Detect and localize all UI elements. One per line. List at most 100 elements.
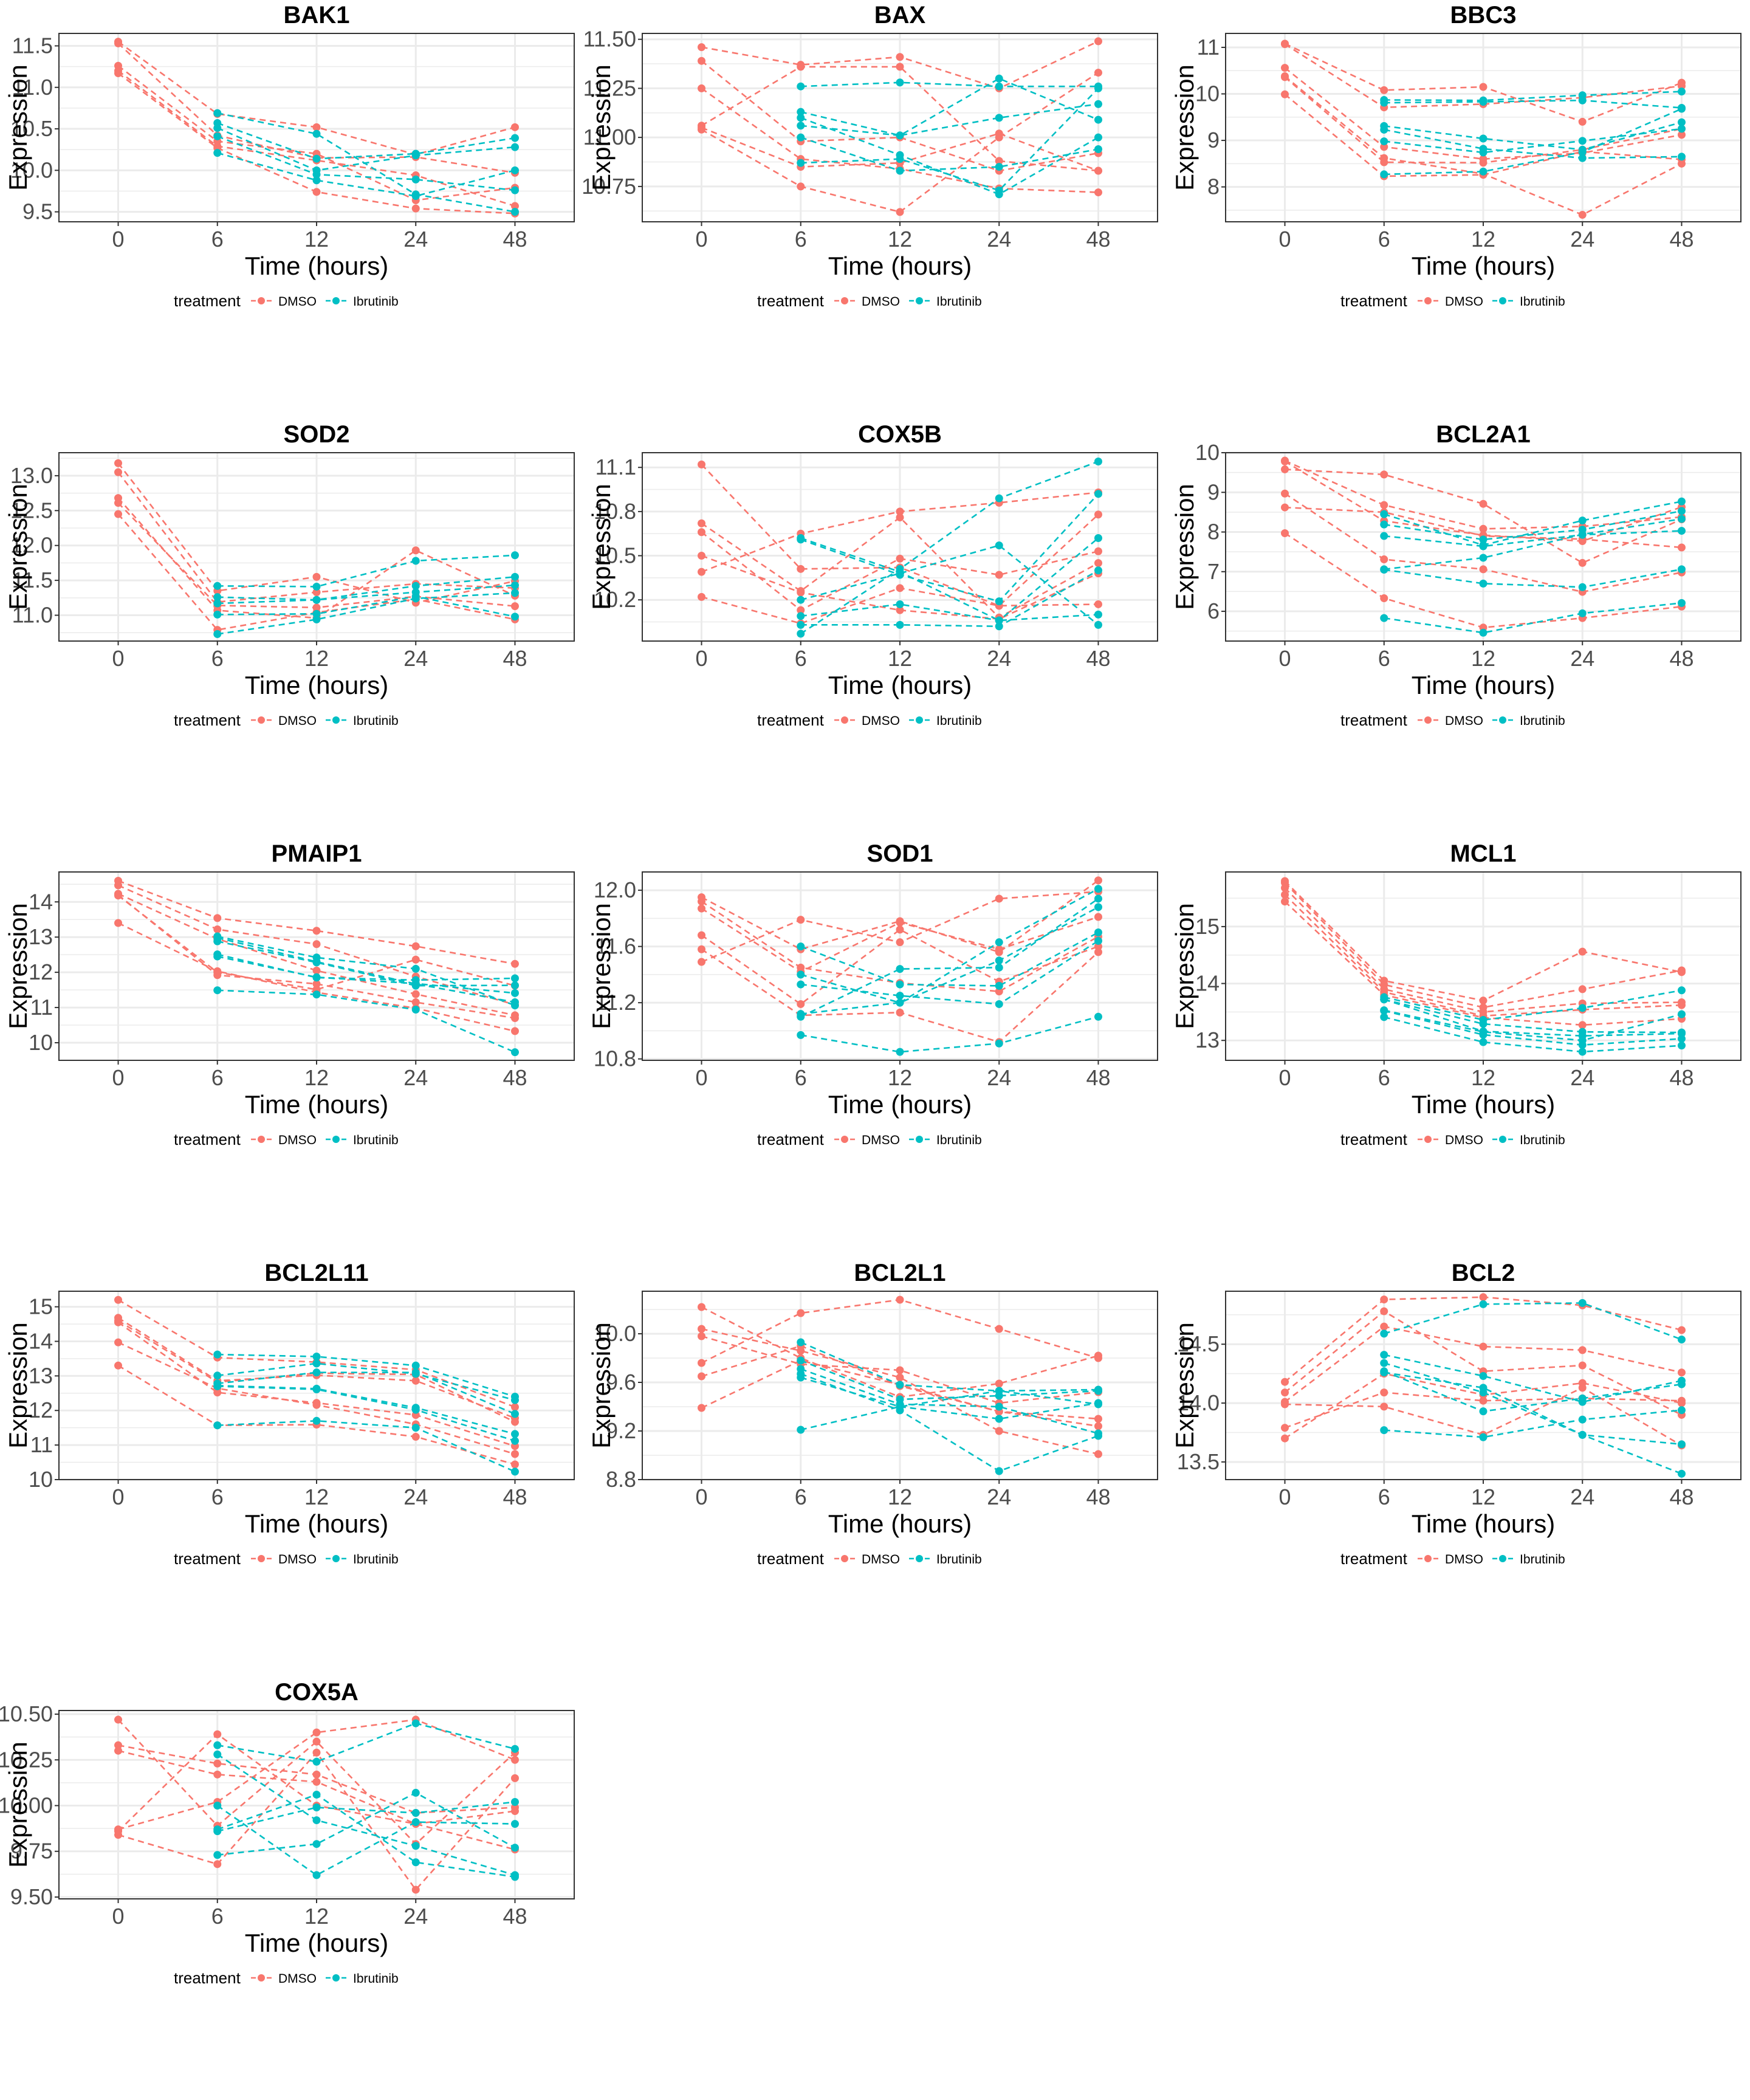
series-line-ibrutinib xyxy=(217,576,515,601)
data-point-ibrutinib xyxy=(896,78,904,87)
data-point-dmso xyxy=(698,931,706,939)
series-line-ibrutinib xyxy=(217,1794,515,1878)
legend-label-dmso: DMSO xyxy=(862,1553,900,1566)
data-point-ibrutinib xyxy=(896,1381,904,1389)
series-line-ibrutinib xyxy=(1384,129,1682,159)
legend-label-dmso: DMSO xyxy=(862,714,900,728)
data-point-ibrutinib xyxy=(411,1405,420,1414)
data-point-dmso xyxy=(1380,1307,1388,1316)
data-point-dmso xyxy=(1094,37,1102,46)
data-point-dmso xyxy=(1578,985,1587,993)
data-point-ibrutinib xyxy=(213,132,222,140)
chart-svg: SOD2 11.0 11.5 12.0 12.5 13.0 0 6 12 24 48 Time (ho… xyxy=(4,421,575,729)
data-point-ibrutinib xyxy=(312,958,321,966)
data-point-ibrutinib xyxy=(1578,1032,1587,1040)
x-tick-label: 24 xyxy=(403,1904,428,1929)
data-point-ibrutinib xyxy=(797,1338,805,1347)
data-point-ibrutinib xyxy=(510,208,519,216)
data-point-dmso xyxy=(213,1860,222,1868)
x-tick-label: 6 xyxy=(1378,1484,1390,1509)
data-point-ibrutinib xyxy=(1094,133,1102,142)
data-point-ibrutinib xyxy=(312,615,321,623)
data-point-ibrutinib xyxy=(1094,1387,1102,1395)
series-line-ibrutinib xyxy=(1384,1362,1682,1446)
data-point-dmso xyxy=(411,1432,420,1441)
legend-key-point-dmso xyxy=(258,716,265,724)
data-point-dmso xyxy=(1578,1021,1587,1029)
data-point-dmso xyxy=(312,927,321,935)
y-tick-label: 8 xyxy=(1207,174,1220,199)
chart-svg: BAX 10.75 11.00 11.25 11.50 0 6 12 24 48 Time (hou… xyxy=(583,2,1158,310)
data-point-dmso xyxy=(1479,565,1487,574)
data-point-dmso xyxy=(1281,1400,1289,1409)
x-tick-label: 12 xyxy=(1471,1065,1495,1090)
series-line-ibrutinib xyxy=(800,1376,1099,1420)
x-tick-label: 24 xyxy=(987,1484,1011,1509)
data-point-ibrutinib xyxy=(995,963,1003,972)
data-point-ibrutinib xyxy=(312,1385,321,1394)
data-point-ibrutinib xyxy=(1479,1407,1487,1416)
data-point-dmso xyxy=(1380,1388,1388,1397)
x-axis-label: Time (hours) xyxy=(245,1509,388,1538)
data-point-ibrutinib xyxy=(1677,1029,1686,1038)
data-point-dmso xyxy=(896,606,904,614)
series-line-ibrutinib xyxy=(1384,1010,1682,1046)
data-point-ibrutinib xyxy=(213,933,222,942)
data-point-ibrutinib xyxy=(411,1809,420,1817)
data-point-ibrutinib xyxy=(1094,490,1102,498)
data-point-dmso xyxy=(1578,117,1587,126)
data-point-ibrutinib xyxy=(1380,520,1388,529)
data-point-ibrutinib xyxy=(213,1741,222,1749)
x-tick-label: 24 xyxy=(403,1065,428,1090)
data-point-dmso xyxy=(510,959,519,968)
legend-key-point-ibrutinib xyxy=(916,1136,923,1143)
series-line-dmso xyxy=(117,1719,516,1845)
data-point-ibrutinib xyxy=(1094,1012,1102,1021)
series-line-dmso xyxy=(701,879,1099,953)
series-line-ibrutinib xyxy=(1384,998,1682,1034)
data-point-dmso xyxy=(213,925,222,933)
series-line-ibrutinib xyxy=(1384,91,1682,101)
data-point-ibrutinib xyxy=(510,581,519,589)
data-point-ibrutinib xyxy=(1578,1299,1587,1307)
series-line-ibrutinib xyxy=(1384,602,1682,634)
series-line-ibrutinib xyxy=(800,569,1099,628)
legend-label-ibrutinib: Ibrutinib xyxy=(1520,1133,1565,1147)
data-point-ibrutinib xyxy=(1094,885,1102,893)
y-tick-label: 11.25 xyxy=(583,75,636,100)
x-tick-label: 12 xyxy=(1471,646,1495,671)
chart-svg: COX5A 9.50 9.75 10.00 10.25 10.50 0 6 12 24 48 Time… xyxy=(0,1679,575,1987)
legend: treatment DMSO Ibrutinib xyxy=(174,1130,399,1148)
data-point-ibrutinib xyxy=(1094,100,1102,108)
legend: treatment DMSO Ibrutinib xyxy=(174,292,399,310)
y-tick-label: 11.00 xyxy=(583,125,636,149)
data-point-ibrutinib xyxy=(411,1368,420,1377)
y-tick-label: 9 xyxy=(1207,479,1220,504)
data-point-dmso xyxy=(896,554,904,563)
data-point-dmso xyxy=(1479,524,1487,533)
data-point-dmso xyxy=(312,940,321,949)
panel-title: MCL1 xyxy=(1450,840,1517,867)
data-point-dmso xyxy=(312,1401,321,1409)
data-point-ibrutinib xyxy=(896,1402,904,1411)
data-point-dmso xyxy=(114,468,123,476)
x-tick-label: 48 xyxy=(1669,227,1693,252)
panel-pmaip1: PMAIP1 10 11 12 13 14 0 6 12 24 48 Time (hours) Expr… xyxy=(0,839,583,1258)
legend-key-point-ibrutinib xyxy=(332,1974,340,1982)
data-point-ibrutinib xyxy=(1578,96,1587,105)
data-point-dmso xyxy=(1380,1295,1388,1304)
data-point-ibrutinib xyxy=(213,599,222,608)
series-line-ibrutinib xyxy=(217,1362,515,1401)
data-point-ibrutinib xyxy=(411,557,420,565)
x-tick-label: 0 xyxy=(112,1484,125,1509)
data-point-ibrutinib xyxy=(896,131,904,140)
legend-key-point-dmso xyxy=(1424,1136,1432,1143)
x-tick-label: 6 xyxy=(795,1065,807,1090)
chart-svg: BAK1 9.5 10.0 10.5 11.0 11.5 0 6 12 24 48 Time (hou… xyxy=(4,2,575,310)
series-line-ibrutinib xyxy=(800,117,1099,196)
data-point-dmso xyxy=(797,182,805,191)
x-axis-label: Time (hours) xyxy=(245,1090,388,1119)
series-line-ibrutinib xyxy=(217,989,515,1053)
data-point-ibrutinib xyxy=(213,1382,222,1390)
y-tick-label: 10 xyxy=(29,1467,53,1492)
